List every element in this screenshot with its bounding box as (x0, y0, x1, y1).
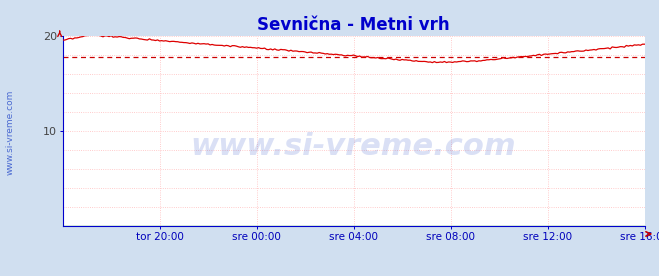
Text: www.si-vreme.com: www.si-vreme.com (190, 132, 517, 161)
Text: www.si-vreme.com: www.si-vreme.com (5, 90, 14, 175)
Title: Sevnična - Metni vrh: Sevnična - Metni vrh (257, 16, 450, 34)
